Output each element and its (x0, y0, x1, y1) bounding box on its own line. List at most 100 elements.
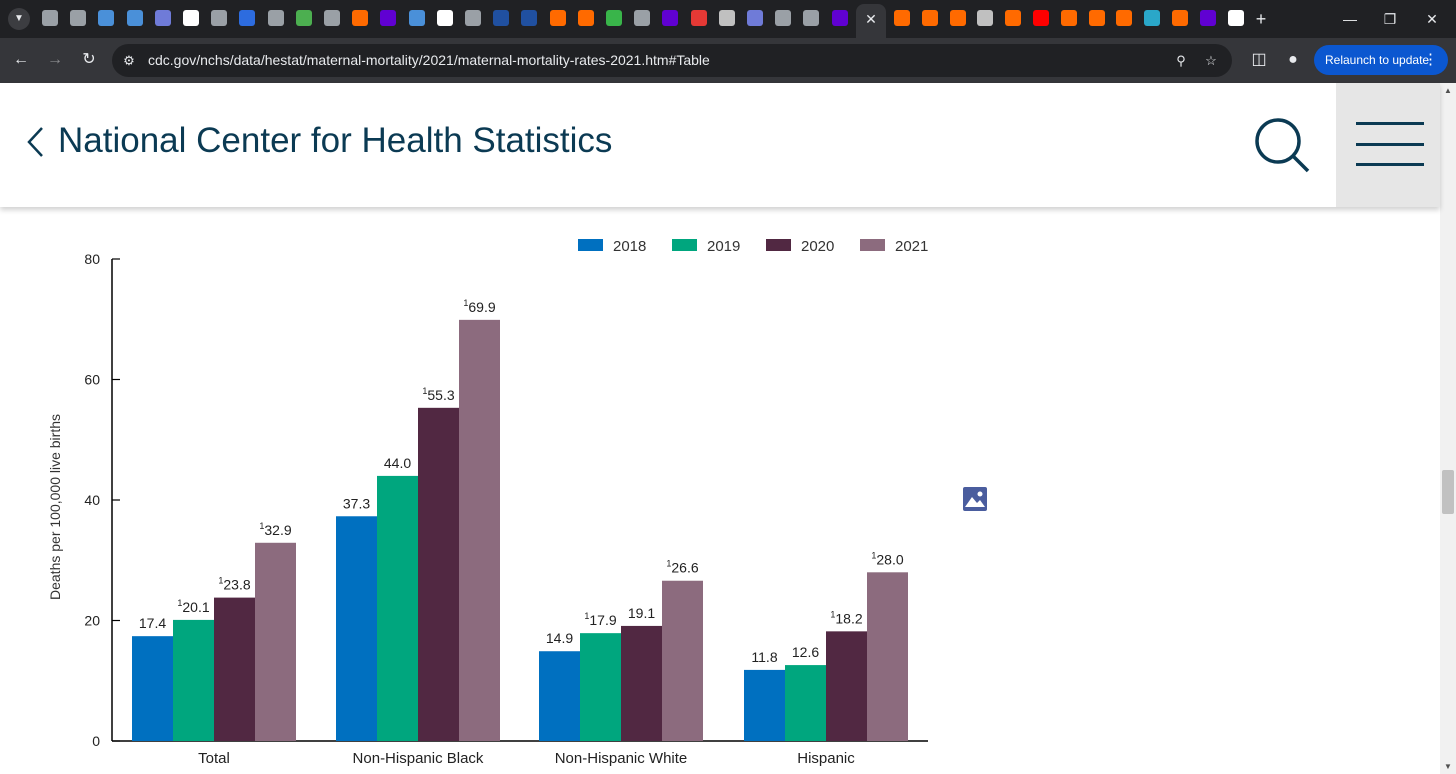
legend-label: 2020 (801, 238, 834, 255)
side-panel-icon[interactable]: ◫ (1251, 51, 1267, 68)
forward-arrow-icon[interactable]: → (47, 51, 63, 68)
download-icon[interactable] (690, 10, 707, 26)
shield-icon[interactable] (549, 10, 566, 26)
bookmark-icon[interactable] (921, 10, 938, 26)
bookmark-icon[interactable] (1005, 10, 1022, 26)
scroll-up-arrow-icon[interactable]: ▲ (1444, 86, 1452, 95)
legend-swatch (578, 239, 603, 251)
address-url[interactable]: cdc.gov/nchs/data/hestat/maternal-mortal… (148, 52, 710, 68)
g-icon[interactable] (606, 10, 622, 26)
bookmark-icon[interactable] (1060, 10, 1077, 26)
image-icon[interactable] (962, 486, 988, 512)
search-icon[interactable] (239, 10, 256, 26)
profile-icon[interactable]: ● (1288, 51, 1298, 68)
data-label: 118.2 (830, 609, 862, 626)
superscript-mark: 1 (259, 521, 264, 531)
legend-label: 2019 (707, 238, 740, 255)
chart-icon[interactable] (1227, 10, 1244, 26)
relaunch-label: Relaunch to update (1325, 53, 1430, 67)
youtube-icon[interactable] (1033, 10, 1049, 26)
yahoo-icon[interactable] (831, 10, 848, 26)
superscript-mark: 1 (584, 611, 589, 621)
site-header: National Center for Health Statistics (0, 83, 1440, 207)
more-menu-icon[interactable]: ⋮ (1423, 51, 1438, 68)
globe-icon[interactable] (803, 10, 820, 26)
scroll-down-arrow-icon[interactable]: ▼ (1444, 762, 1452, 771)
globe-icon[interactable] (775, 10, 792, 26)
superscript-mark: 1 (871, 550, 876, 560)
bookmark-icon[interactable] (1172, 10, 1188, 26)
bookmark-icon[interactable] (894, 10, 910, 26)
site-title[interactable]: National Center for Health Statistics (58, 121, 613, 160)
scroll-thumb[interactable] (1442, 470, 1454, 514)
data-value: 20.1 (182, 599, 209, 615)
back-arrow-icon[interactable]: ← (13, 51, 29, 68)
category-label: Total (198, 750, 230, 767)
data-label: 17.4 (139, 615, 166, 631)
bar (785, 665, 826, 741)
category-label: Hispanic (797, 750, 855, 767)
shield-icon[interactable] (577, 10, 594, 26)
shield-icon[interactable] (408, 10, 425, 26)
bar (255, 542, 296, 741)
reload-icon[interactable]: ↻ (82, 51, 96, 68)
restore-icon[interactable]: ❐ (1383, 11, 1397, 27)
relaunch-button[interactable]: Relaunch to update ⋮ (1314, 45, 1448, 75)
play-arrow-icon[interactable] (747, 10, 763, 26)
zoom-icon[interactable]: ⚲ (1176, 53, 1186, 68)
bar (418, 407, 459, 741)
site-info-icon[interactable]: ⚙ (123, 53, 135, 68)
play-icon[interactable] (295, 10, 312, 26)
bookmark-icon[interactable] (949, 10, 966, 26)
menu-icon-line (1356, 143, 1424, 146)
globe-icon[interactable] (211, 10, 228, 26)
active-tab[interactable] (856, 4, 886, 38)
data-label: 169.9 (463, 298, 495, 315)
globe-icon[interactable] (70, 10, 87, 26)
cube-icon[interactable] (521, 10, 538, 26)
new-tab-button[interactable]: + (1255, 9, 1267, 29)
globe-icon[interactable] (267, 10, 284, 26)
shield-icon[interactable] (98, 10, 115, 26)
legend-label: 2021 (895, 238, 928, 255)
bi-icon[interactable] (436, 10, 453, 26)
data-label: 123.8 (218, 576, 250, 593)
search-icon[interactable] (1252, 115, 1312, 175)
back-chevron-icon[interactable] (24, 125, 48, 159)
cloud-icon[interactable] (1144, 10, 1161, 26)
browser-toolbar: ← → ↻ ⚙ cdc.gov/nchs/data/hestat/materna… (0, 38, 1456, 83)
shield-icon[interactable] (126, 10, 143, 26)
bookmark-icon[interactable] (1088, 10, 1105, 26)
globe-icon[interactable] (465, 10, 481, 26)
data-value: 55.3 (427, 387, 454, 403)
text-icon[interactable] (977, 10, 994, 26)
superscript-mark: 1 (218, 576, 223, 586)
superscript-mark: 1 (666, 559, 671, 569)
legend-label: 2018 (613, 238, 646, 255)
minimize-icon[interactable]: — (1343, 11, 1357, 27)
bookmark-star-icon[interactable]: ☆ (1205, 53, 1217, 68)
globe-icon[interactable] (324, 10, 340, 26)
y-axis-label: Deaths per 100,000 live births (47, 414, 63, 600)
data-label: 37.3 (343, 495, 370, 511)
globe-icon[interactable] (42, 10, 58, 26)
yahoo-icon[interactable] (662, 10, 679, 26)
yahoo-icon[interactable] (1199, 10, 1216, 26)
address-bar[interactable]: ⚙ cdc.gov/nchs/data/hestat/maternal-mort… (112, 44, 1232, 77)
bookmark-icon[interactable] (352, 10, 369, 26)
page-scrollbar[interactable] (1440, 83, 1456, 774)
data-label: 12.6 (792, 644, 819, 660)
cube-icon[interactable] (493, 10, 510, 26)
yahoo-icon[interactable] (380, 10, 397, 26)
legend-swatch (672, 239, 697, 251)
play-arrow-icon[interactable] (154, 10, 171, 26)
data-label: 19.1 (628, 605, 655, 621)
bi-icon[interactable] (183, 10, 199, 26)
globe-icon[interactable] (634, 10, 651, 26)
close-window-icon[interactable]: ✕ (1426, 11, 1438, 27)
text-icon[interactable] (718, 10, 735, 26)
bookmark-icon[interactable] (1116, 10, 1133, 26)
menu-button[interactable] (1336, 83, 1440, 207)
tab-close-icon[interactable]: ✕ (865, 11, 877, 27)
tab-search-button[interactable]: ▼ (8, 8, 30, 30)
